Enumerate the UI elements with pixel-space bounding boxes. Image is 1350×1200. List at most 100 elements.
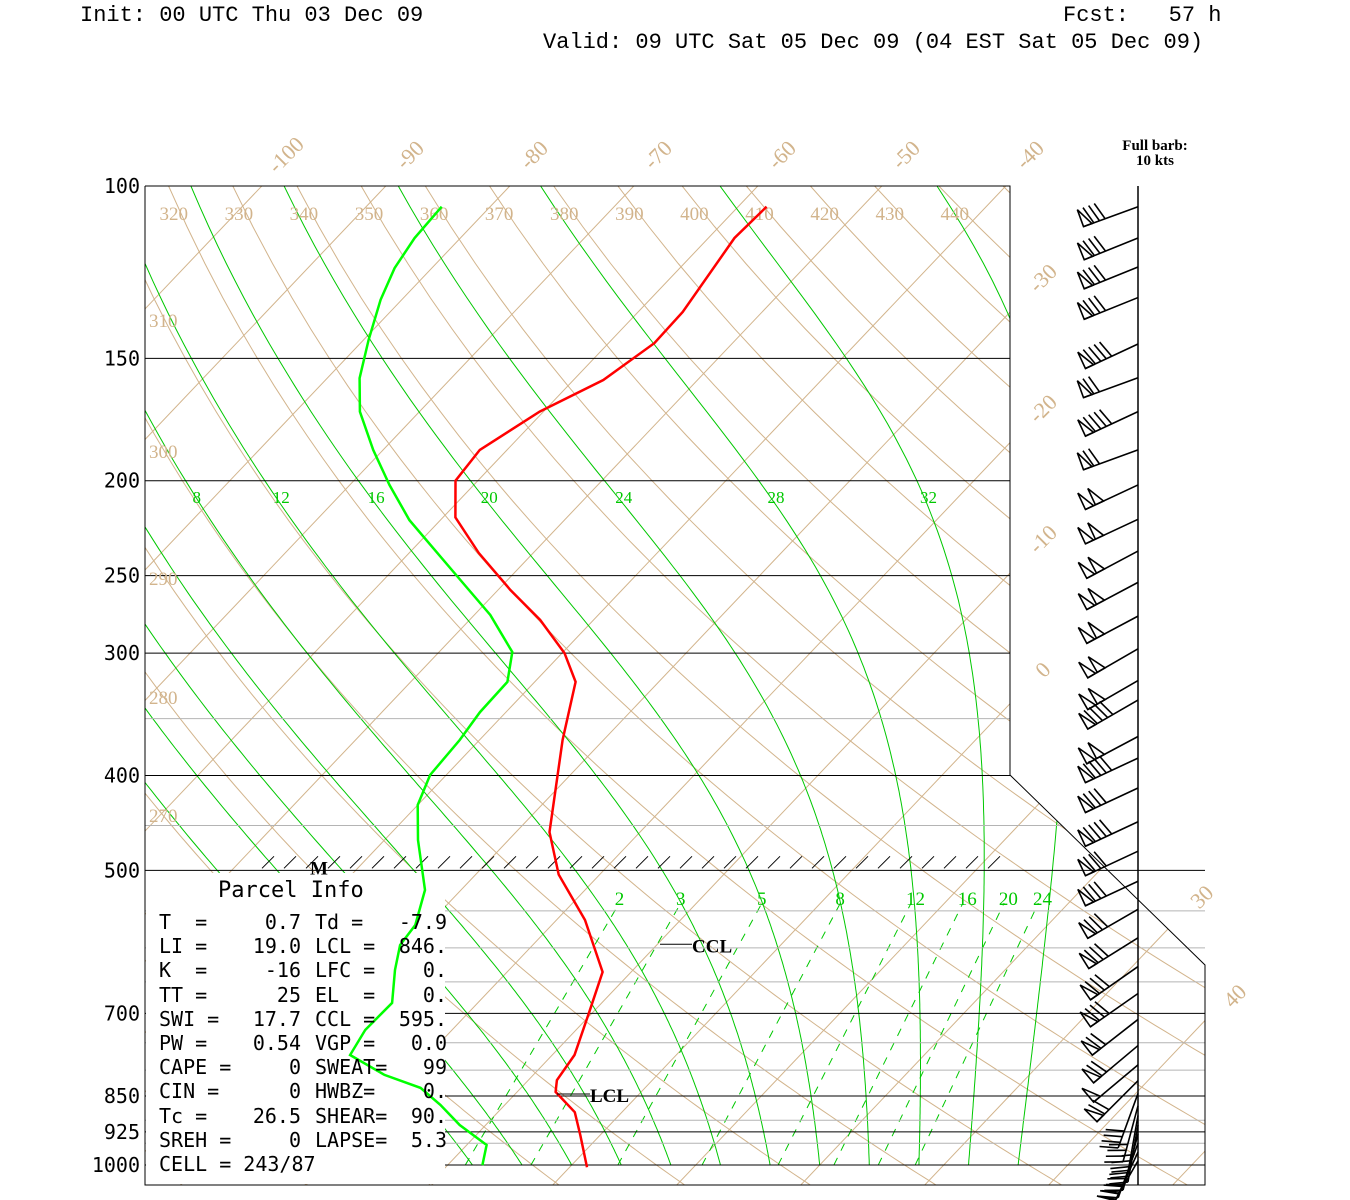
wind-barb-full (1093, 235, 1107, 252)
pressure-tick-label: 925 (104, 1120, 140, 1144)
parcel-param-value: 0.0 (410, 1030, 447, 1055)
freezing-level-hatch (437, 855, 451, 869)
wind-barb-full (1090, 1032, 1107, 1046)
mixing-ratio-label: 24 (1033, 889, 1053, 910)
isotherm-line (145, 186, 973, 1185)
pressure-tick-label: 500 (104, 858, 140, 882)
wind-barb (1078, 648, 1139, 679)
mixing-ratio-label: 12 (906, 889, 925, 910)
mixing-ratio-label: 8 (835, 889, 845, 910)
pressure-tick-label: 200 (104, 469, 140, 493)
wind-barb-full (1088, 853, 1102, 870)
freezing-level-hatch (679, 855, 693, 869)
wind-barb-full (1082, 826, 1097, 843)
wind-barb-full (1082, 763, 1097, 779)
barb-legend-line1: Full barb: (1122, 138, 1188, 154)
wind-barb-staff (1114, 1160, 1139, 1200)
parcel-param-value: -7.9 (398, 910, 447, 934)
valid-time: Valid: 09 UTC Sat 05 Dec 09 (04 EST Sat … (543, 30, 1204, 55)
dry-adiabat-label: 380 (550, 204, 579, 225)
wind-barb-full (1082, 207, 1095, 224)
freezing-level-hatch (283, 855, 297, 869)
wind-barb-pennant (1087, 587, 1106, 606)
mixing-ratio-line (833, 902, 964, 1166)
parcel-row: PW = 0.54 VGP = 0.0 (159, 1031, 447, 1055)
moist-adiabat-label: 12 (273, 488, 290, 507)
parcel-param-label: SWEAT= (315, 1055, 388, 1080)
parcel-info-title: Parcel Info (218, 878, 364, 903)
freezing-level-hatch (811, 855, 825, 869)
wind-barb-pennant (1077, 593, 1097, 611)
parcel-param-label: Tc = (159, 1103, 208, 1128)
freezing-level-hatch (459, 855, 473, 869)
parcel-row: K = -16 LFC = 0. (159, 958, 447, 982)
wind-barb-pennant (1076, 301, 1095, 321)
isotherm-label: 40 (1218, 979, 1251, 1012)
wind-barb (1080, 1018, 1139, 1057)
barb-legend-line2: 10 kts (1136, 153, 1174, 169)
wind-barb-full (1088, 824, 1102, 840)
freezing-level-marker: M (310, 858, 328, 879)
parcel-param-label: LAPSE= (315, 1127, 388, 1152)
dry-adiabat-label: 440 (941, 204, 970, 225)
isotherm-line (145, 186, 477, 1185)
mixing-ratio-label: 20 (999, 889, 1018, 910)
isotherm-line (904, 186, 1205, 1185)
wind-barb (1077, 341, 1139, 370)
isotherm-label: 0 (1030, 657, 1055, 682)
moist-adiabat-label: 28 (768, 488, 785, 507)
wind-barb (1081, 1044, 1139, 1084)
mixing-ratio-label: 16 (958, 889, 977, 910)
wind-barb (1076, 264, 1139, 290)
wind-barb-full (1088, 1104, 1106, 1115)
isotherm-label: -40 (1010, 135, 1048, 173)
wind-barb-pennant (1076, 380, 1094, 399)
parcel-row: T = 0.7 Td = -7.9 (159, 910, 447, 934)
wind-barb-full (1099, 1145, 1119, 1149)
wind-barb-pennant (1077, 526, 1096, 545)
wind-barb-pennant (1077, 351, 1096, 370)
mixing-ratio-line (617, 902, 763, 1166)
dry-adiabat-line (1021, 186, 1205, 1185)
parcel-param-label: CIN = (159, 1079, 220, 1104)
parcel-param-value: 0. (422, 982, 447, 1007)
wind-barb-pennant (1078, 952, 1098, 970)
wind-barb-full (1093, 344, 1107, 360)
wind-barb-pennant (1078, 693, 1098, 711)
dry-adiabat-label: 390 (615, 204, 644, 225)
moist-adiabat-label: 16 (368, 488, 385, 507)
freezing-level-hatch (833, 855, 847, 869)
isotherm-label: -90 (390, 135, 428, 173)
parcel-param-value: 595. (398, 1006, 447, 1031)
wind-barb-full (1084, 1007, 1101, 1022)
dry-adiabat-label: 350 (355, 204, 384, 225)
wind-barb-full (1082, 793, 1097, 809)
wind-barb-full (1087, 205, 1101, 222)
wind-barb-full (1093, 264, 1107, 281)
freezing-level-hatch (855, 855, 869, 869)
lcl-marker-label: LCL (590, 1086, 629, 1107)
wind-barb-pennant (1081, 1087, 1102, 1104)
dry-adiabat-line (772, 186, 1205, 1185)
freezing-level-hatch (987, 855, 1001, 869)
dry-adiabat-line (897, 186, 1205, 1185)
parcel-param-value: 19.0 (252, 934, 301, 959)
isotherm-line (145, 186, 601, 1185)
wind-barb-full (1082, 856, 1097, 872)
wind-barb-pennant (1078, 712, 1098, 731)
wind-barb-pennant (1078, 922, 1098, 940)
freezing-level-hatch (965, 855, 979, 869)
freezing-level-hatch (393, 855, 407, 869)
mixing-ratio-label: 3 (676, 889, 686, 910)
freezing-level-hatch (657, 855, 671, 869)
freezing-level-hatch (613, 855, 627, 869)
wind-barb-pennant (1077, 492, 1096, 511)
isotherm-line (1152, 186, 1205, 1185)
wind-barb-pennant (1081, 1068, 1102, 1084)
dry-adiabat-label: 420 (810, 204, 839, 225)
freezing-level-hatch (349, 855, 363, 869)
wind-barb (1076, 295, 1139, 321)
wind-barb-full (1082, 269, 1096, 286)
wind-barb-full (1093, 881, 1107, 897)
dry-adiabat-line (336, 186, 1205, 1185)
